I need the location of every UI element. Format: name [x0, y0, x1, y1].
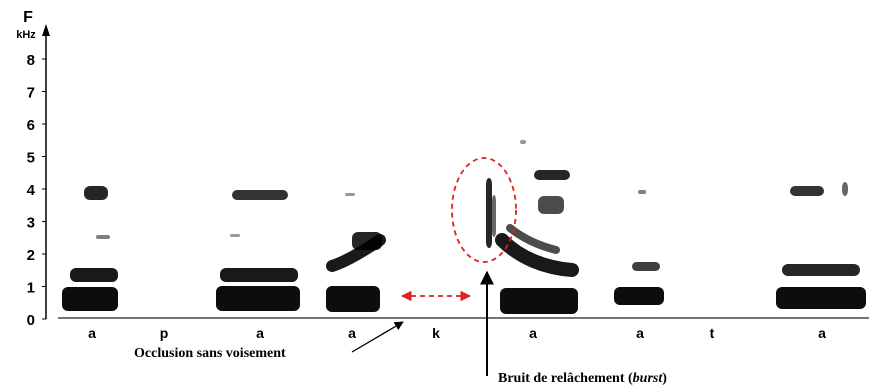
- formant-band: [326, 286, 380, 312]
- burst-highlight-ellipse: [451, 157, 517, 263]
- spectrogram: [62, 140, 866, 314]
- axis-unit: kHz: [16, 29, 36, 41]
- energy-speck: [842, 182, 848, 196]
- burst-annotation-italic: burst: [633, 371, 664, 385]
- segment-label: p: [160, 325, 169, 341]
- burst-annotation-suffix: ): [662, 371, 667, 385]
- formant-band: [614, 287, 664, 305]
- formant-band: [70, 268, 118, 282]
- formant-band: [352, 232, 382, 250]
- formant-band: [776, 287, 866, 309]
- axis-tick-label: 0: [27, 312, 35, 329]
- burst-annotation: Bruit de relâchement (burst): [498, 371, 667, 385]
- segment-label: a: [529, 325, 537, 341]
- segment-label: a: [348, 325, 356, 341]
- formant-band: [500, 288, 578, 314]
- occlusion-annotation: Occlusion sans voisement: [134, 346, 286, 361]
- formant-band: [84, 186, 108, 200]
- axis-tick-label: 2: [27, 247, 35, 264]
- formant-band: [534, 170, 570, 180]
- segment-label: t: [710, 325, 715, 341]
- burst-annotation-prefix: Bruit de relâchement (: [498, 371, 633, 385]
- occlusion-pointer-arrow: [351, 321, 404, 353]
- axis-tick-label: 6: [27, 117, 35, 134]
- segment-label: a: [256, 325, 264, 341]
- axis-ticks: 0 1 2 3 4 5 6 7 8: [27, 52, 46, 329]
- energy-speck: [230, 234, 240, 237]
- energy-speck: [520, 140, 526, 144]
- formant-band: [220, 268, 298, 282]
- axis-label: F: [23, 9, 33, 26]
- formant-band: [216, 286, 300, 311]
- axis-tick-label: 5: [27, 150, 35, 167]
- axis-tick-label: 3: [27, 215, 35, 232]
- energy-speck: [345, 193, 355, 196]
- energy-speck: [638, 190, 646, 194]
- formant-band: [62, 287, 118, 311]
- y-axis-arrowhead: [42, 24, 50, 36]
- axis-tick-label: 7: [27, 85, 35, 102]
- frequency-axis: F kHz 0 1 2 3 4 5 6 7 8: [16, 9, 50, 329]
- axis-tick-label: 8: [27, 52, 35, 69]
- segment-label: k: [432, 325, 440, 341]
- segment-label: a: [88, 325, 96, 341]
- segment-label: a: [818, 325, 826, 341]
- burst-spike: [492, 195, 496, 237]
- formant-band: [790, 186, 824, 196]
- burst-spike: [486, 178, 492, 248]
- formant-band: [538, 196, 564, 214]
- formant-band: [232, 190, 288, 200]
- formant-band: [782, 264, 860, 276]
- axis-tick-label: 1: [27, 280, 35, 297]
- axis-tick-label: 4: [27, 182, 36, 199]
- energy-speck: [96, 235, 110, 239]
- segment-label: a: [636, 325, 644, 341]
- formant-band: [632, 262, 660, 271]
